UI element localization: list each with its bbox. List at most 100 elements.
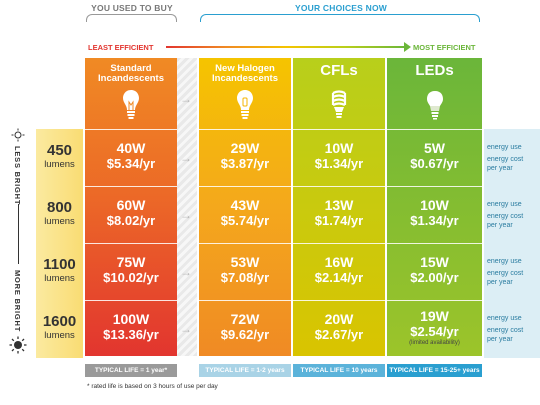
energy-use-legend: energy use	[487, 201, 522, 208]
arrow-column: → → → → →	[177, 58, 197, 356]
arrow-right-icon: →	[180, 151, 192, 165]
most-efficient-label: MOST EFFICIENT	[413, 43, 476, 52]
bulb-cell: 72W $9.62/yr	[199, 300, 291, 357]
row-divider	[387, 243, 482, 244]
watts-value: 60W	[116, 197, 146, 213]
arrow-right-icon: →	[180, 208, 192, 222]
cost-value: $13.36/yr	[103, 327, 159, 342]
row-divider	[85, 243, 177, 244]
more-bright-label: MORE BRIGHT	[13, 270, 22, 333]
typical-life-led: TYPICAL LIFE = 15-25+ years	[387, 364, 482, 377]
watts-value: 75W	[116, 254, 146, 270]
legend-column: energy use energy cost per year energy u…	[484, 129, 540, 358]
bulb-cell: 100W $13.36/yr	[85, 300, 177, 357]
typical-life-incandescent: TYPICAL LIFE = 1 year*	[85, 364, 177, 377]
watts-value: 15W	[420, 254, 449, 270]
energy-cost-legend: energy cost per year	[487, 270, 524, 286]
bright-sun-icon	[9, 336, 27, 354]
cost-value: $2.54/yr	[410, 324, 459, 339]
halogen-bulb-icon	[236, 89, 254, 126]
watts-value: 40W	[116, 140, 146, 156]
watts-value: 19W	[420, 308, 449, 324]
energy-use-legend: energy use	[487, 315, 522, 322]
cost-value: $5.74/yr	[220, 213, 270, 228]
column-title: New Halogen Incandescents	[212, 63, 278, 84]
row-divider	[85, 129, 177, 130]
cost-value: $2.67/yr	[314, 327, 364, 342]
lumens-unit: lumens	[44, 330, 75, 341]
lumens-column: 450 lumens 800 lumens 1100 lumens 1600 lumen…	[36, 129, 83, 358]
column-header: LEDs	[387, 58, 482, 129]
cost-value: $1.74/yr	[314, 213, 364, 228]
footnote: * rated life is based on 3 hours of use …	[87, 383, 218, 390]
brightness-scale-line	[18, 204, 19, 264]
cost-value: $3.87/yr	[220, 156, 270, 171]
bulb-cell: 60W $8.02/yr	[85, 186, 177, 243]
you-used-to-buy-heading: YOU USED TO BUY	[91, 3, 173, 13]
lumens-value: 1100	[43, 256, 76, 273]
bulb-cell: 75W $10.02/yr	[85, 243, 177, 300]
row-divider	[293, 243, 385, 244]
energy-use-legend: energy use	[487, 258, 522, 265]
watts-value: 53W	[230, 254, 260, 270]
row-divider	[387, 129, 482, 130]
your-choices-now-bracket	[200, 14, 480, 22]
column-header: Standard Incandescents	[85, 58, 177, 129]
cost-value: $10.02/yr	[103, 270, 159, 285]
column-halogen-incandescents: New Halogen Incandescents 29W $3.87/yr 43…	[199, 58, 291, 356]
bulb-cell: 53W $7.08/yr	[199, 243, 291, 300]
energy-use-legend: energy use	[487, 144, 522, 151]
bulb-cell: 16W $2.14/yr	[293, 243, 385, 300]
cost-value: $5.34/yr	[106, 156, 156, 171]
you-used-to-buy-bracket	[86, 14, 177, 22]
bulb-cell: 5W $0.67/yr	[387, 129, 482, 186]
watts-value: 10W	[420, 197, 449, 213]
typical-life-cfl: TYPICAL LIFE = 10 years	[293, 364, 385, 377]
arrow-right-icon: →	[180, 322, 192, 336]
lumens-unit: lumens	[44, 216, 75, 227]
incandescent-bulb-icon	[122, 89, 140, 126]
availability-note: (limited availability)	[409, 340, 460, 346]
led-bulb-icon	[425, 89, 445, 126]
watts-value: 5W	[424, 140, 445, 156]
watts-value: 16W	[324, 254, 354, 270]
column-title: LEDs	[415, 62, 454, 79]
cost-value: $8.02/yr	[106, 213, 156, 228]
bulb-cell: 13W $1.74/yr	[293, 186, 385, 243]
cost-value: $1.34/yr	[314, 156, 364, 171]
column-header: New Halogen Incandescents	[199, 58, 291, 129]
lumens-row: 1600 lumens	[36, 314, 83, 342]
efficiency-arrow-icon	[404, 42, 411, 52]
lumens-row: 1100 lumens	[36, 256, 83, 285]
lumens-unit: lumens	[44, 273, 75, 284]
energy-cost-legend: energy cost per year	[487, 213, 524, 229]
row-divider	[199, 300, 291, 301]
bulb-cell: 29W $3.87/yr	[199, 129, 291, 186]
lumens-row: 450 lumens	[36, 143, 83, 171]
row-divider	[199, 186, 291, 187]
row-divider	[293, 186, 385, 187]
least-efficient-label: LEAST EFFICIENT	[88, 43, 154, 52]
row-divider	[199, 129, 291, 130]
your-choices-now-heading: YOUR CHOICES NOW	[295, 3, 387, 13]
bulb-cell: 20W $2.67/yr	[293, 300, 385, 357]
watts-value: 100W	[112, 311, 150, 327]
bulb-cell: 19W $2.54/yr (limited availability)	[387, 300, 482, 357]
cost-value: $2.14/yr	[314, 270, 364, 285]
row-divider	[85, 186, 177, 187]
row-divider	[85, 300, 177, 301]
cost-value: $2.00/yr	[410, 270, 459, 285]
row-divider	[293, 129, 385, 130]
lumens-row: 800 lumens	[36, 199, 83, 228]
bulb-cell: 10W $1.34/yr	[293, 129, 385, 186]
cost-value: $1.34/yr	[410, 213, 459, 228]
cfl-bulb-icon	[329, 89, 349, 126]
watts-value: 10W	[324, 140, 354, 156]
column-standard-incandescents: Standard Incandescents 40W $5.34/yr 60W $8…	[85, 58, 177, 356]
cost-value: $9.62/yr	[220, 327, 270, 342]
efficiency-arrow-line	[166, 46, 406, 48]
bulb-cell: 10W $1.34/yr	[387, 186, 482, 243]
watts-value: 29W	[230, 140, 260, 156]
lumens-value: 800	[46, 199, 73, 216]
bulb-cell: 15W $2.00/yr	[387, 243, 482, 300]
